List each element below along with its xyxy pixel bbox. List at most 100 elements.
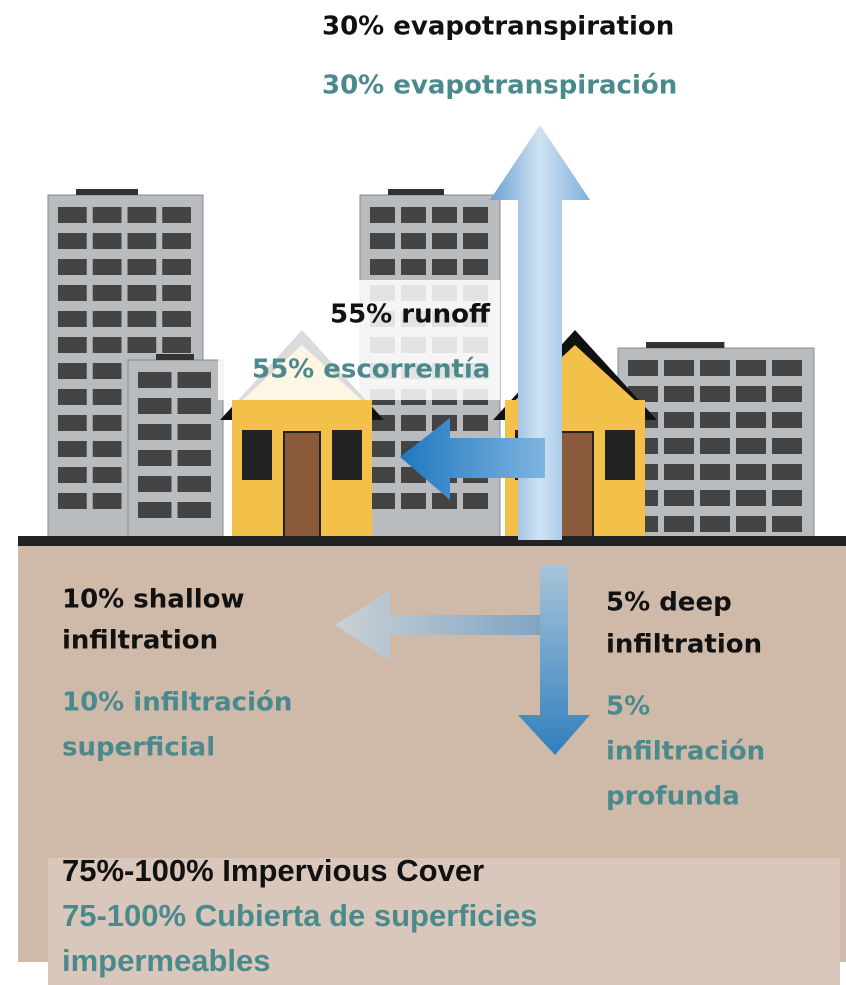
window bbox=[664, 464, 694, 480]
window bbox=[700, 412, 730, 428]
runoff-arrow bbox=[400, 418, 545, 500]
runoff-en: 55% runoff bbox=[330, 300, 491, 330]
window bbox=[772, 412, 802, 428]
window bbox=[628, 360, 658, 376]
shallow-es: 10% infiltración bbox=[62, 688, 292, 718]
window bbox=[58, 233, 87, 249]
window bbox=[162, 285, 191, 301]
house-window bbox=[242, 430, 272, 480]
window bbox=[92, 467, 122, 483]
window bbox=[58, 493, 87, 509]
window bbox=[92, 259, 122, 275]
window bbox=[92, 337, 122, 353]
window bbox=[736, 412, 766, 428]
evapotranspiration-arrow bbox=[490, 125, 590, 540]
window bbox=[138, 398, 172, 414]
roof-detail bbox=[388, 189, 444, 195]
window bbox=[463, 233, 488, 249]
shallow-en: infiltration bbox=[62, 626, 218, 656]
window bbox=[772, 360, 802, 376]
window bbox=[127, 285, 157, 301]
window bbox=[58, 363, 87, 379]
window bbox=[177, 424, 211, 440]
window bbox=[177, 476, 211, 492]
window bbox=[736, 490, 766, 506]
deep-es: profunda bbox=[606, 782, 740, 812]
window bbox=[58, 467, 87, 483]
window bbox=[401, 207, 426, 223]
window bbox=[664, 360, 694, 376]
runoff-label-box bbox=[218, 280, 500, 400]
window bbox=[162, 337, 191, 353]
deep-arrow bbox=[518, 565, 590, 755]
window bbox=[401, 493, 426, 509]
window bbox=[664, 386, 694, 402]
window bbox=[138, 502, 172, 518]
window bbox=[370, 467, 395, 483]
window bbox=[127, 311, 157, 327]
roof-detail bbox=[156, 354, 194, 360]
window bbox=[162, 233, 191, 249]
window bbox=[664, 490, 694, 506]
window bbox=[772, 464, 802, 480]
window bbox=[700, 360, 730, 376]
window bbox=[432, 207, 457, 223]
window bbox=[401, 233, 426, 249]
house-door bbox=[556, 431, 594, 541]
window bbox=[736, 360, 766, 376]
window bbox=[772, 438, 802, 454]
window bbox=[736, 438, 766, 454]
window bbox=[463, 207, 488, 223]
window bbox=[58, 415, 87, 431]
window bbox=[58, 285, 87, 301]
window bbox=[463, 415, 488, 431]
window bbox=[664, 412, 694, 428]
window bbox=[92, 207, 122, 223]
window bbox=[432, 233, 457, 249]
window bbox=[401, 259, 426, 275]
shallow-es: superficial bbox=[62, 733, 215, 763]
window bbox=[700, 438, 730, 454]
window bbox=[177, 450, 211, 466]
window bbox=[700, 386, 730, 402]
window bbox=[58, 337, 87, 353]
window bbox=[58, 311, 87, 327]
window bbox=[58, 207, 87, 223]
cover-en: 75%-100% Impervious Cover bbox=[62, 853, 484, 888]
cover-box bbox=[48, 858, 840, 985]
window bbox=[736, 464, 766, 480]
window bbox=[58, 259, 87, 275]
roof-detail bbox=[646, 342, 725, 348]
deep-en: 5% deep bbox=[606, 588, 732, 618]
deep-es: infiltración bbox=[606, 737, 765, 767]
window bbox=[177, 502, 211, 518]
window bbox=[736, 386, 766, 402]
house-window bbox=[605, 430, 635, 480]
window bbox=[463, 259, 488, 275]
window bbox=[162, 207, 191, 223]
window bbox=[736, 516, 766, 532]
window bbox=[664, 438, 694, 454]
window bbox=[370, 233, 395, 249]
window bbox=[92, 441, 122, 457]
roof-detail bbox=[76, 189, 138, 195]
window bbox=[177, 398, 211, 414]
window bbox=[92, 415, 122, 431]
window bbox=[58, 389, 87, 405]
shallow-arrow bbox=[335, 590, 565, 660]
window bbox=[700, 516, 730, 532]
window bbox=[772, 386, 802, 402]
evapotranspiration-en: 30% evapotranspiration bbox=[322, 12, 674, 42]
window bbox=[432, 259, 457, 275]
window bbox=[700, 464, 730, 480]
window bbox=[370, 259, 395, 275]
window bbox=[463, 493, 488, 509]
window bbox=[772, 490, 802, 506]
window bbox=[92, 233, 122, 249]
shallow-en: 10% shallow bbox=[62, 585, 245, 615]
window bbox=[772, 516, 802, 532]
cover-es: impermeables bbox=[62, 943, 271, 978]
window bbox=[92, 363, 122, 379]
window bbox=[127, 259, 157, 275]
window bbox=[92, 493, 122, 509]
